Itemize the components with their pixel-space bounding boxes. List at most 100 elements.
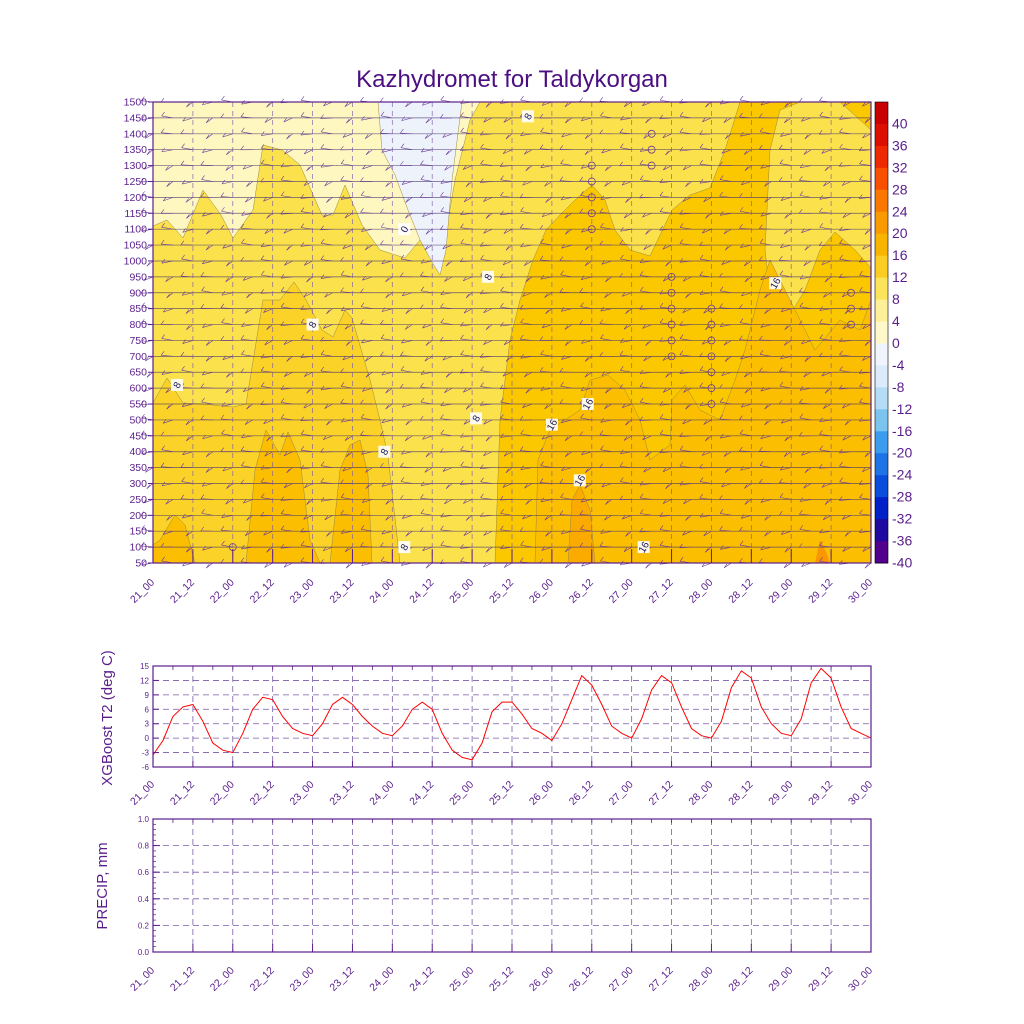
wind-barb [679, 149, 692, 152]
wind-barb [405, 308, 413, 314]
wind-barb-flag [500, 414, 504, 419]
wind-barb [362, 499, 373, 503]
wind-barb-flag [160, 431, 165, 437]
precip-x-tick-label: 22_00 [208, 965, 237, 994]
wind-barb-flag [525, 166, 530, 171]
colorbar-frame [874, 101, 889, 564]
wind-barb-flag [839, 350, 843, 355]
wind-barb [561, 308, 572, 312]
wind-barb-flag [621, 403, 626, 408]
wind-barb [721, 149, 732, 154]
wind-barb-flag [260, 242, 265, 248]
wind-barb [639, 197, 652, 199]
wind-barb [221, 210, 233, 214]
wind-barb [605, 276, 612, 283]
wind-barb-flag [202, 148, 206, 153]
wind-barb [303, 515, 313, 520]
wind-barb [540, 370, 552, 373]
wind-barb-flag [842, 324, 847, 330]
wind-barb [283, 562, 293, 568]
precip-x-tick-label: 21_00 [128, 965, 157, 994]
wind-barb [460, 338, 473, 341]
wind-barb-flag [365, 245, 369, 251]
wind-barb-flag [659, 318, 664, 324]
pressure-tick-label: 650 [129, 367, 147, 379]
wind-barb [663, 276, 672, 282]
wind-barb [280, 290, 293, 294]
wind-barb [819, 308, 832, 311]
wind-barb [341, 497, 353, 500]
wind-barb-flag [659, 96, 664, 101]
wind-barb [801, 451, 812, 456]
wind-barb-flag [180, 240, 185, 246]
wind-barb [202, 371, 213, 376]
wind-barb-flag [439, 336, 444, 342]
wind-barb-flag [520, 207, 524, 212]
wind-barb-flag [166, 293, 170, 299]
wind-barb-flag [764, 182, 768, 187]
wind-barb-flag [819, 541, 823, 546]
wind-barb [862, 101, 872, 107]
wind-barb-flag [799, 191, 804, 196]
wind-barb [320, 340, 333, 342]
wind-barb-flag [619, 128, 624, 133]
pressure-tick-label: 450 [129, 430, 147, 442]
wind-barb-flag [502, 260, 507, 266]
wind-barb [525, 276, 533, 283]
wind-barb [385, 276, 393, 283]
wind-barb-flag [842, 436, 847, 441]
wind-barb [185, 197, 194, 203]
wind-barb [180, 387, 193, 389]
wind-barb [740, 244, 752, 248]
wind-barb [522, 515, 533, 520]
wind-barb [520, 356, 532, 359]
wind-barb [799, 528, 812, 532]
wind-barb [819, 322, 832, 325]
wind-barb [600, 226, 612, 230]
wind-barb [220, 196, 233, 198]
wind-barb [540, 276, 552, 280]
wind-barb [483, 340, 493, 345]
wind-barb [281, 306, 293, 309]
wind-barb-flag [819, 528, 823, 534]
wind-barb-flag [420, 271, 424, 277]
wind-barb [699, 497, 712, 500]
wind-barb-flag [539, 144, 544, 149]
wind-barb-flag [624, 102, 628, 107]
wind-barb-flag [699, 382, 703, 388]
wind-barb [764, 292, 772, 298]
wind-barb-flag [340, 510, 344, 515]
wind-barb-flag [739, 415, 743, 420]
wind-barb-flag [266, 214, 270, 219]
wind-barb-flag [744, 389, 749, 394]
wind-barb [663, 387, 672, 393]
wind-barb-flag [801, 117, 805, 122]
wind-barb-flag [260, 177, 264, 183]
wind-barb [619, 466, 632, 468]
wind-barb-flag [405, 102, 409, 108]
calm-marker [587, 209, 596, 218]
time-tick-label: 21_12 [168, 577, 197, 606]
wind-barb [739, 210, 752, 214]
wind-barb-flag [141, 302, 145, 307]
t2-y-tick-label: 15 [140, 662, 149, 671]
wind-barb-flag [220, 113, 225, 118]
precip-y-axis: 0.00.20.40.60.81.0 [138, 815, 852, 957]
wind-barb-flag [818, 464, 823, 469]
wind-barb [619, 243, 632, 246]
colorbar-label: 28 [892, 181, 908, 197]
wind-barb-flag [480, 493, 484, 499]
wind-barb [402, 403, 413, 408]
wind-barb-flag [242, 164, 247, 170]
wind-barb-flag [619, 384, 623, 389]
wind-barb-flag [300, 557, 305, 562]
wind-barb-flag [721, 371, 725, 376]
wind-barb [859, 163, 872, 166]
colorbar-swatch [875, 102, 888, 125]
wind-barb [659, 515, 672, 517]
wind-barb-flag [200, 494, 205, 499]
wind-barb [385, 499, 393, 505]
contour-label-box [398, 541, 411, 554]
wind-barb [321, 131, 333, 135]
wind-barb-flag [283, 340, 288, 345]
